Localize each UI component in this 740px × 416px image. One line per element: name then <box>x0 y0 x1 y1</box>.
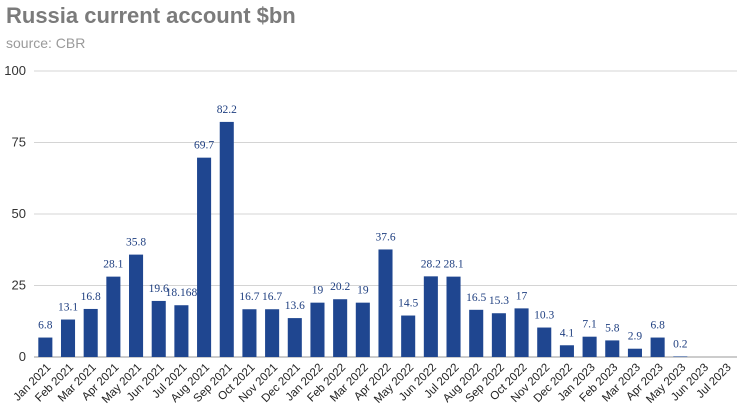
data-label: 2.9 <box>628 331 643 343</box>
data-label: 13.1 <box>58 302 78 314</box>
data-labels: 6.813.116.828.135.819.618.16869.782.216.… <box>38 104 688 351</box>
bar <box>242 309 257 357</box>
data-label: 0.2 <box>673 338 688 350</box>
data-label: 4.1 <box>560 327 575 339</box>
data-label: 10.3 <box>534 310 554 322</box>
data-label: 28.1 <box>103 259 123 271</box>
bar <box>469 309 484 357</box>
data-label: 15.3 <box>489 295 509 307</box>
bar <box>265 309 280 357</box>
bar <box>197 157 212 357</box>
bar <box>401 315 416 357</box>
data-label: 19 <box>357 285 369 297</box>
y-axis: 0 25 50 75 100 <box>4 63 26 364</box>
data-label: 18.168 <box>166 287 198 299</box>
bar <box>106 276 121 357</box>
bar <box>219 121 234 357</box>
data-label: 19.6 <box>149 283 169 295</box>
bar <box>355 302 370 357</box>
data-label: 6.8 <box>38 320 53 332</box>
data-label: 7.1 <box>582 319 597 331</box>
bar <box>174 305 189 357</box>
bar <box>129 254 144 357</box>
bar <box>559 345 574 357</box>
y-tick-label: 50 <box>12 206 26 221</box>
y-tick-label: 100 <box>4 63 26 78</box>
data-label: 16.7 <box>239 291 259 303</box>
chart-title: Russia current account $bn <box>6 3 296 28</box>
bar <box>514 308 529 357</box>
data-label: 5.8 <box>605 322 620 334</box>
y-tick-label: 75 <box>12 135 26 150</box>
bar <box>310 302 325 357</box>
y-tick-label: 0 <box>19 349 26 364</box>
bar <box>537 327 552 357</box>
data-label: 17 <box>516 290 528 302</box>
data-label: 28.1 <box>443 259 463 271</box>
data-label: 6.8 <box>650 320 665 332</box>
data-label: 14.5 <box>398 298 418 310</box>
bar <box>673 356 688 358</box>
data-label: 16.7 <box>262 291 282 303</box>
bar <box>287 318 302 357</box>
data-label: 19 <box>312 285 324 297</box>
data-label: 28.2 <box>421 258 441 270</box>
bar <box>446 276 461 357</box>
bars <box>38 121 688 358</box>
chart-subtitle: source: CBR <box>6 35 86 51</box>
data-label: 13.6 <box>285 300 305 312</box>
bar <box>491 313 506 357</box>
bar <box>83 308 98 357</box>
bar <box>38 337 53 357</box>
data-label: 82.2 <box>217 104 237 116</box>
y-tick-label: 25 <box>12 278 26 293</box>
bar <box>627 348 642 357</box>
bar <box>582 336 597 357</box>
data-label: 69.7 <box>194 140 214 152</box>
bar <box>423 276 438 357</box>
data-label: 37.6 <box>375 231 395 243</box>
data-label: 35.8 <box>126 237 146 249</box>
bar <box>378 249 393 357</box>
data-label: 16.5 <box>466 292 486 304</box>
bar <box>605 340 620 357</box>
data-label: 16.8 <box>81 291 101 303</box>
data-label: 20.2 <box>330 281 350 293</box>
bar <box>60 319 76 357</box>
bar <box>151 300 166 357</box>
bar <box>333 299 348 357</box>
bar <box>650 337 665 357</box>
